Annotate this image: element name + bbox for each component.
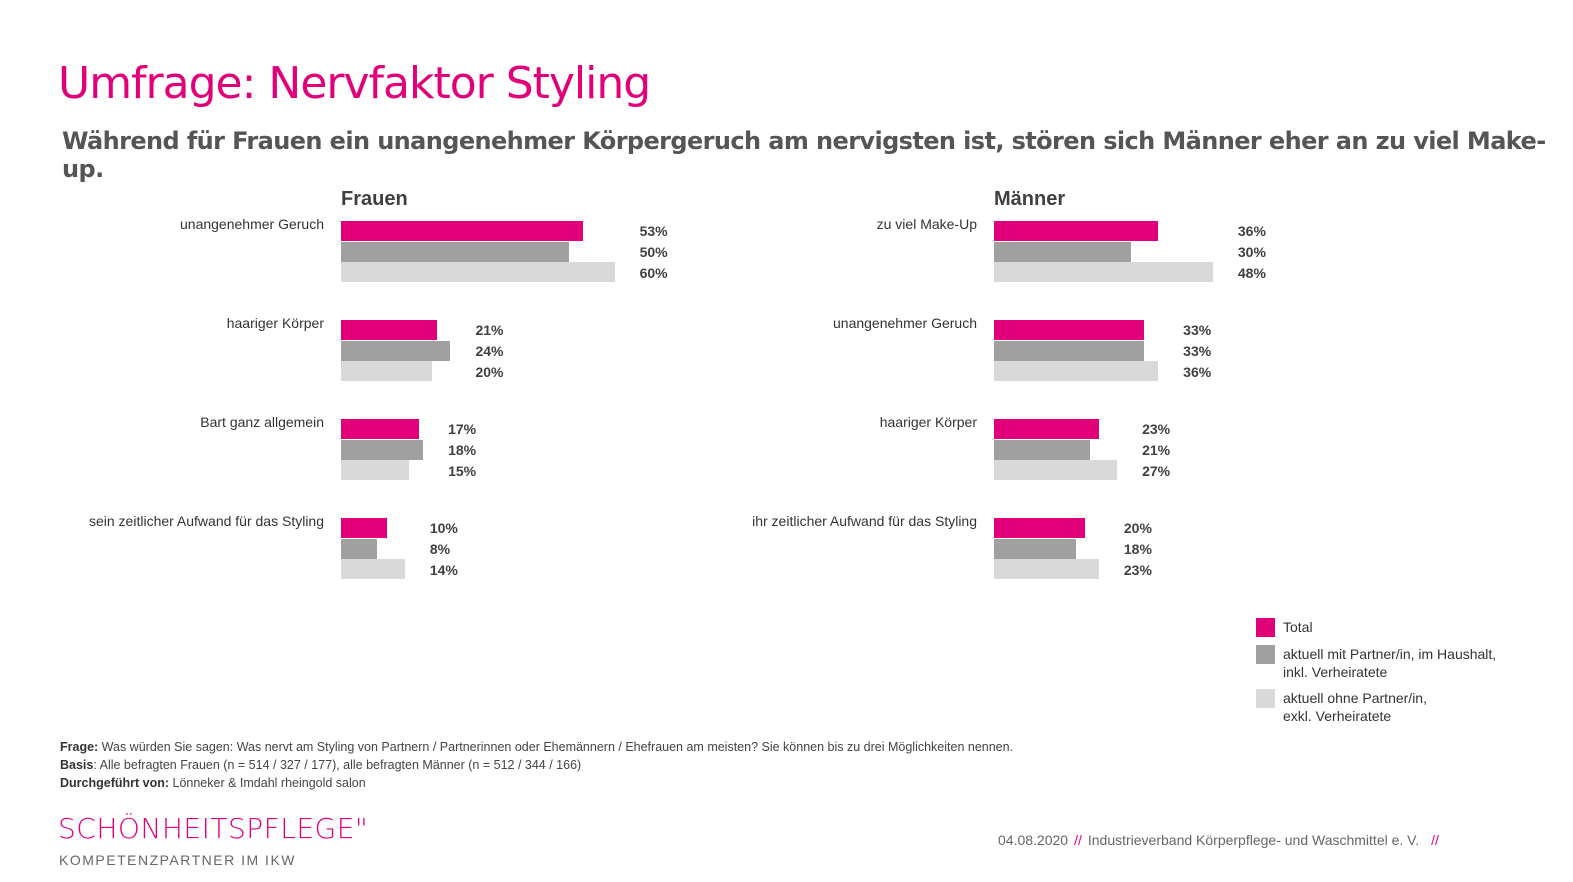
data-label: 33%: [1183, 322, 1212, 338]
legend-swatch-without-partner: [1256, 689, 1275, 708]
logo: SCHÖNHEITSPFLEGE": [58, 812, 369, 845]
data-label: 60%: [639, 265, 668, 281]
bar: [341, 320, 437, 340]
legend-item-with-partner: aktuell mit Partner/in, im Haushalt, inkl…: [1256, 645, 1496, 681]
page-subtitle: Während für Frauen ein unangenehmer Körp…: [62, 127, 1546, 183]
category-label: Bart ganz allgemein: [200, 414, 324, 430]
data-label: 8%: [429, 541, 451, 557]
data-label: 23%: [1142, 421, 1171, 437]
data-label: 20%: [1123, 520, 1152, 536]
legend: Total aktuell mit Partner/in, im Haushal…: [1256, 618, 1496, 733]
bar: [994, 340, 1145, 361]
category-label: ihr zeitlicher Aufwand für das Styling: [752, 513, 977, 529]
note-frage: Frage: Was würden Sie sagen: Was nervt a…: [60, 740, 1014, 754]
bar: [994, 439, 1090, 460]
footer: 04.08.2020 // Industrieverband Körperpfleg…: [998, 832, 1445, 848]
page-title: Umfrage: Nervfaktor Styling: [58, 58, 651, 109]
data-label: 20%: [475, 364, 504, 380]
legend-label: aktuell mit Partner/in, im Haushalt, inkl…: [1283, 646, 1497, 680]
data-label: 30%: [1237, 244, 1266, 260]
bar: [341, 419, 419, 439]
bar: [341, 221, 583, 241]
chart-title-frauen: Frauen: [341, 188, 408, 210]
data-label: 18%: [448, 442, 477, 458]
legend-item-total: Total: [1256, 618, 1496, 637]
bar: [994, 221, 1159, 241]
bar: [994, 361, 1159, 381]
bar: [341, 439, 424, 460]
footer-org: Industrieverband Körperpflege- und Wasch…: [1087, 832, 1420, 848]
note-basis: Basis: Alle befragten Frauen (n = 514 / …: [60, 758, 582, 772]
data-label: 33%: [1183, 343, 1212, 359]
bar: [994, 241, 1131, 262]
bar: [341, 538, 378, 559]
bar: [994, 320, 1145, 340]
category-label: unangenehmer Geruch: [833, 315, 977, 331]
bar: [341, 340, 451, 361]
bar: [341, 262, 615, 282]
data-label: 14%: [429, 562, 458, 578]
category-label: zu viel Make-Up: [876, 216, 977, 232]
data-label: 24%: [475, 343, 504, 359]
footnotes: Frage: Was würden Sie sagen: Was nervt a…: [60, 738, 1013, 792]
legend-item-without-partner: aktuell ohne Partner/in, exkl. Verheirate…: [1256, 689, 1496, 725]
category-label: unangenehmer Geruch: [180, 216, 324, 232]
bar: [994, 262, 1213, 282]
data-label: 36%: [1237, 223, 1266, 239]
legend-label: Total: [1283, 619, 1313, 635]
bar: [341, 518, 387, 538]
bar: [994, 460, 1118, 480]
bar: [994, 559, 1099, 579]
bar: [994, 419, 1099, 439]
category-label: haariger Körper: [226, 315, 324, 331]
category-label: haariger Körper: [879, 414, 977, 430]
data-label: 23%: [1123, 562, 1152, 578]
footer-date: 04.08.2020: [998, 832, 1069, 848]
bar: [341, 460, 410, 480]
category-label: sein zeitlicher Aufwand für das Styling: [88, 513, 324, 529]
chart-title-maenner: Männer: [994, 188, 1066, 210]
bar: [341, 361, 433, 381]
data-label: 10%: [429, 520, 458, 536]
data-label: 17%: [448, 421, 477, 437]
data-label: 18%: [1123, 541, 1152, 557]
bar: [994, 518, 1086, 538]
data-label: 21%: [1142, 442, 1171, 458]
separator: //: [1074, 832, 1082, 848]
note-durchgefuehrt: Durchgeführt von: Lönneker & Imdahl rhei…: [60, 776, 366, 790]
bar: [341, 241, 569, 262]
separator: //: [1431, 832, 1439, 848]
bar: [341, 559, 405, 579]
data-label: 48%: [1237, 265, 1266, 281]
data-label: 27%: [1142, 463, 1171, 479]
legend-swatch-total: [1256, 618, 1275, 637]
data-label: 36%: [1183, 364, 1212, 380]
data-label: 15%: [448, 463, 477, 479]
data-label: 50%: [639, 244, 668, 260]
logo-subtitle: KOMPETENZPARTNER IM IKW: [59, 852, 296, 868]
legend-swatch-with-partner: [1256, 645, 1275, 664]
data-label: 21%: [475, 322, 504, 338]
legend-label: aktuell ohne Partner/in, exkl. Verheirate…: [1283, 690, 1427, 724]
bar: [994, 538, 1077, 559]
data-label: 53%: [639, 223, 668, 239]
